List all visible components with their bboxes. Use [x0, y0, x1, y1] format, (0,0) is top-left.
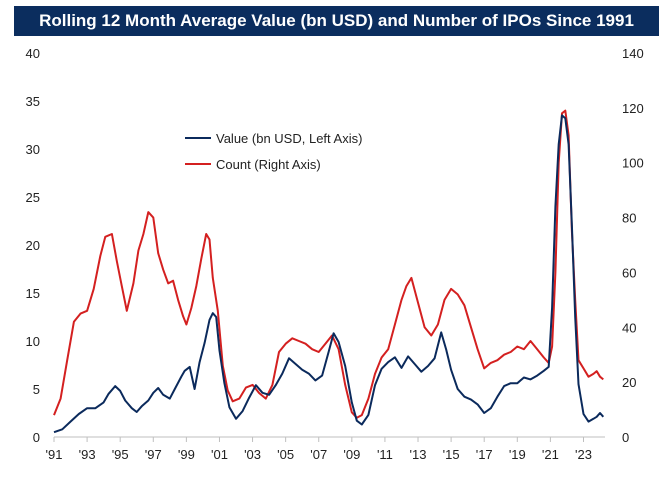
legend: Value (bn USD, Left Axis) Count (Right A… [185, 131, 362, 172]
x-tick-label: '09 [343, 447, 360, 462]
x-tick-label: '19 [509, 447, 526, 462]
axes-group: '91 '93 '95 '97 '99 '01 '03 '05 '07 '09 '11 '13 '15 '… [26, 46, 644, 462]
legend-label-value: Value (bn USD, Left Axis) [216, 131, 362, 146]
x-tick-label: '17 [476, 447, 493, 462]
series-line-value [53, 114, 605, 434]
x-tick-label: '23 [575, 447, 592, 462]
x-tick-label: '03 [244, 447, 261, 462]
x-tick-label: '93 [79, 447, 96, 462]
legend-label-count: Count (Right Axis) [216, 157, 321, 172]
y-left-tick-label: 40 [26, 46, 40, 61]
y-right-tick-label: 80 [622, 211, 636, 226]
x-tick-label: '97 [145, 447, 162, 462]
y-right-tick-label: 0 [622, 430, 629, 445]
y-left-tick-label: 30 [26, 142, 40, 157]
x-tick-label: '91 [46, 447, 63, 462]
y-right-tick-label: 100 [622, 156, 644, 171]
y-left-tick-label: 5 [33, 382, 40, 397]
y-left-tick-label: 10 [26, 334, 40, 349]
y-right-tick-label: 120 [622, 101, 644, 116]
y-left-tick-label: 20 [26, 238, 40, 253]
y-left-tick-label: 35 [26, 94, 40, 109]
y-right-tick-label: 40 [622, 320, 636, 335]
x-tick-label: '99 [178, 447, 195, 462]
y-right-tick-label: 20 [622, 375, 636, 390]
x-tick-label: '01 [211, 447, 228, 462]
series-line-count [53, 109, 604, 419]
x-tick-label: '07 [310, 447, 327, 462]
x-tick-label: '21 [542, 447, 559, 462]
x-tick-label: '95 [112, 447, 129, 462]
x-tick-label: '15 [443, 447, 460, 462]
y-left-tick-label: 0 [33, 430, 40, 445]
y-left-tick-label: 25 [26, 190, 40, 205]
x-tick-label: '11 [377, 447, 393, 462]
y-right-tick-label: 140 [622, 46, 644, 61]
series-group [53, 109, 605, 434]
y-right-tick-label: 60 [622, 265, 636, 280]
chart-title: Rolling 12 Month Average Value (bn USD) … [14, 6, 659, 36]
y-left-tick-label: 15 [26, 286, 40, 301]
x-tick-label: '05 [277, 447, 294, 462]
x-tick-label: '13 [410, 447, 427, 462]
